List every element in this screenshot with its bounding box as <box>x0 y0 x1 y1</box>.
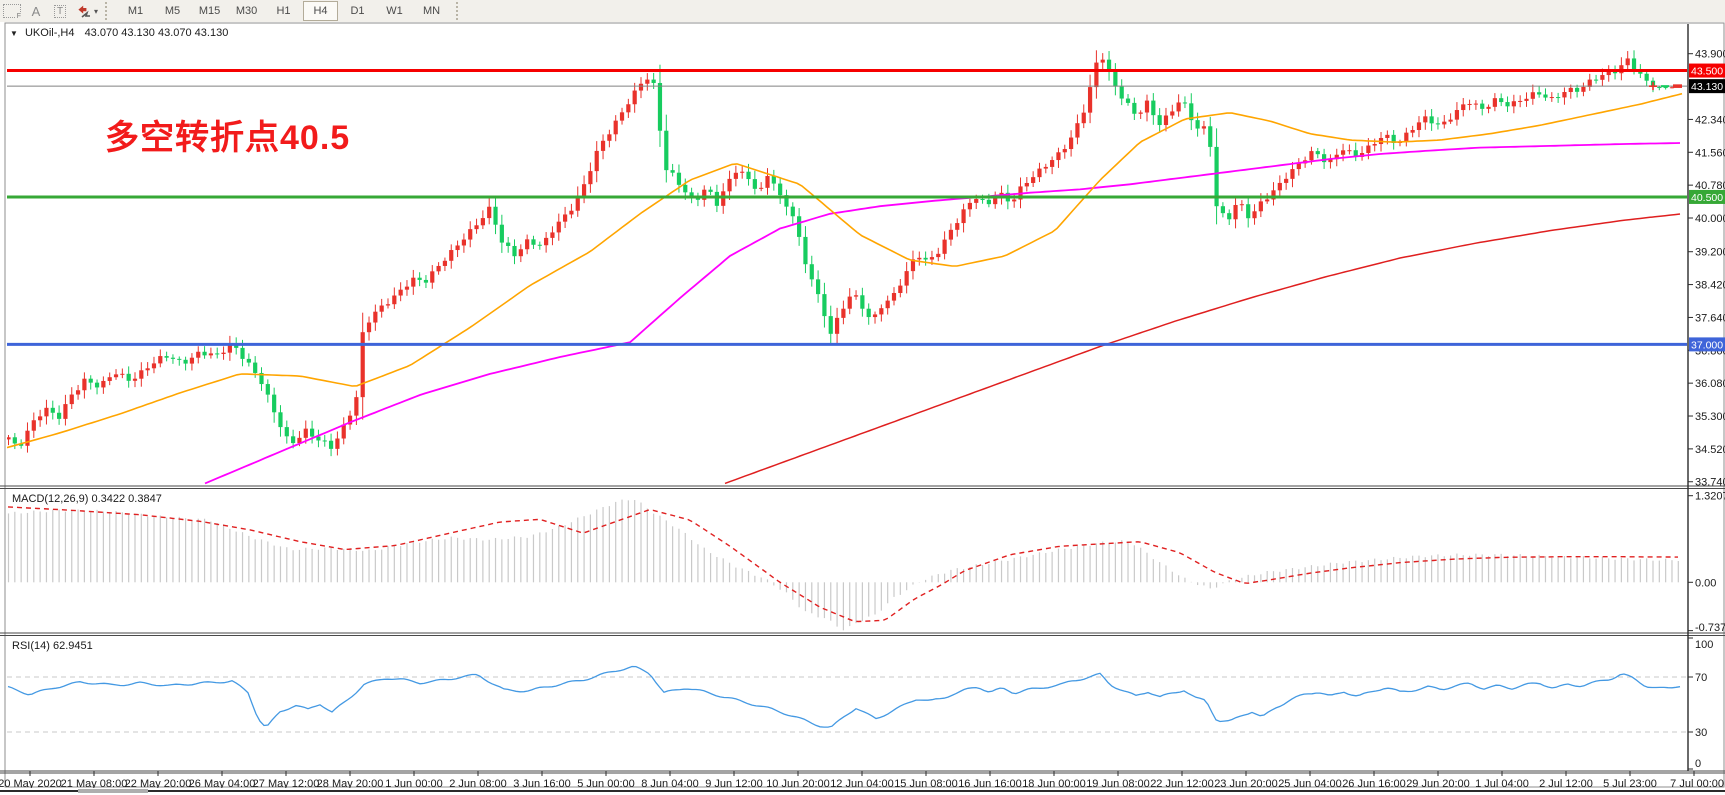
grid-f-icon-label: F <box>15 13 21 20</box>
price-tick-label: 33.740 <box>1695 477 1725 489</box>
tf-button-m30[interactable]: M30 <box>235 5 258 17</box>
price-badge-40.500 <box>1689 189 1725 204</box>
time-axis-label: 26 Jun 16:00 <box>1342 778 1406 788</box>
tf-button-m5[interactable]: M5 <box>164 5 181 17</box>
price-tick-label: 34.520 <box>1695 444 1725 456</box>
time-axis-label: 23 Jun 20:00 <box>1214 778 1278 788</box>
tf-button-m15[interactable]: M15 <box>198 5 221 17</box>
text-t-icon[interactable]: T <box>49 2 71 20</box>
price-tick-label: 39.200 <box>1695 247 1725 259</box>
arrows-glyph <box>78 5 90 18</box>
time-axis-label: 29 Jun 20:00 <box>1406 778 1470 788</box>
time-axis-label: 22 May 20:00 <box>125 778 192 788</box>
macd-tick-label: 0.00 <box>1695 577 1716 589</box>
tf-button-w1[interactable]: W1 <box>386 5 403 17</box>
time-axis-label: 18 Jun 00:00 <box>1022 778 1086 788</box>
price-tick-label: 35.300 <box>1695 411 1725 423</box>
tf-button-m1[interactable]: M1 <box>127 5 144 17</box>
time-axis-label: 15 Jun 08:00 <box>894 778 958 788</box>
ma-mid-magenta <box>204 142 1681 485</box>
time-axis-label: 7 Jul 00:00 <box>1670 778 1724 788</box>
price-tick-label: 40.780 <box>1695 180 1725 192</box>
price-tick-label: 37.640 <box>1695 312 1725 324</box>
tf-button-h1[interactable]: H1 <box>276 5 291 17</box>
time-axis-label: 22 Jun 12:00 <box>1150 778 1214 788</box>
time-axis-label: 25 Jun 04:00 <box>1278 778 1342 788</box>
ohlc-values: 43.070 43.130 43.070 43.130 <box>84 27 229 39</box>
time-axis-label: 21 May 08:00 <box>61 778 128 788</box>
price-badge-43.130 <box>1689 79 1725 94</box>
time-axis-label: 10 Jun 20:00 <box>766 778 830 788</box>
macd-histogram <box>7 499 1679 631</box>
time-axis-label: 5 Jul 23:00 <box>1603 778 1657 788</box>
macd-signal-line <box>7 506 1679 623</box>
price-badge-text: 37.000 <box>1691 339 1723 351</box>
toolbar-separator <box>456 2 464 20</box>
tf-button-d1[interactable]: D1 <box>350 5 365 17</box>
rsi-label: RSI(14) 62.9451 <box>12 640 93 652</box>
time-axis-label: 2 Jul 12:00 <box>1539 778 1593 788</box>
rsi-tick-label: 70 <box>1695 672 1707 684</box>
chevron-down-icon[interactable]: ▼ <box>10 29 18 38</box>
text-t-icon-label: T <box>53 4 67 18</box>
time-axis-label: 5 Jun 00:00 <box>577 778 635 788</box>
time-axis-label: 2 Jun 08:00 <box>449 778 507 788</box>
time-axis-label: 19 Jun 08:00 <box>1086 778 1150 788</box>
crosshair-arrows-icon[interactable]: ▾ <box>76 2 98 20</box>
time-axis-label: 9 Jun 12:00 <box>705 778 763 788</box>
rsi-tick-label: 100 <box>1695 639 1713 651</box>
chart-window: ▼ UKOil-,H4 43.070 43.130 43.070 43.130 … <box>0 22 1725 788</box>
time-axis-label: 12 Jun 04:00 <box>830 778 894 788</box>
time-axis-label: 3 Jun 16:00 <box>513 778 571 788</box>
tf-button-h4[interactable]: H4 <box>303 1 339 21</box>
price-tick-label: 38.420 <box>1695 280 1725 292</box>
last-price-marker <box>1673 84 1682 88</box>
font-a-icon[interactable]: A <box>31 3 41 19</box>
symbol-label: UKOil-,H4 <box>24 27 75 39</box>
grid-f-icon[interactable]: F <box>1 2 23 20</box>
price-tick-label: 40.000 <box>1695 213 1725 225</box>
pivot-annotation: 多空转折点40.5 <box>105 119 351 157</box>
toolbar-separator <box>105 2 113 20</box>
price-badge-37.000 <box>1689 337 1725 352</box>
price-badge-text: 40.500 <box>1691 192 1723 204</box>
price-tick-label: 41.560 <box>1695 147 1725 159</box>
price-badge-43.500 <box>1689 63 1725 78</box>
macd-label: MACD(12,26,9) 0.3422 0.3847 <box>12 493 162 505</box>
macd-tick-label: -0.7372 <box>1695 622 1725 634</box>
scrollbar-track[interactable] <box>0 790 1725 792</box>
price-badge-text: 43.130 <box>1691 81 1723 93</box>
ask-plus-marker <box>1649 82 1657 91</box>
macd-tick-label: 1.3207 <box>1695 491 1725 503</box>
top-toolbar: F A T ▾ M1 M5 M15 M30 H1 H4 D1 W1 MN <box>0 0 1725 23</box>
price-badge-text: 43.500 <box>1691 66 1723 78</box>
price-tick-label: 43.900 <box>1695 49 1725 61</box>
ma-fast-orange <box>7 92 1683 449</box>
symbol-ohlc-readout[interactable]: ▼ UKOil-,H4 43.070 43.130 43.070 43.130 <box>10 27 228 39</box>
time-axis-label: 1 Jul 04:00 <box>1475 778 1529 788</box>
time-axis-label: 8 Jun 04:00 <box>641 778 699 788</box>
dropdown-caret-icon[interactable]: ▾ <box>94 6 99 16</box>
scrollbar-thumb[interactable] <box>78 789 148 793</box>
time-axis-label: 1 Jun 00:00 <box>385 778 443 788</box>
time-axis-label: 28 May 20:00 <box>317 778 384 788</box>
time-axis-label: 16 Jun 16:00 <box>958 778 1022 788</box>
time-axis-label: 27 May 12:00 <box>253 778 320 788</box>
time-axis-label: 20 May 2020 <box>0 778 62 788</box>
price-tick-label: 36.080 <box>1695 378 1725 390</box>
horizontal-scrollbar[interactable] <box>0 788 1725 795</box>
rsi-tick-label: 0 <box>1695 758 1701 770</box>
rsi-line <box>7 665 1681 728</box>
ma-slow-red <box>724 213 1681 485</box>
time-axis-label: 26 May 04:00 <box>189 778 256 788</box>
price-tick-label: 42.340 <box>1695 114 1725 126</box>
rsi-tick-label: 30 <box>1695 727 1707 739</box>
chart-canvas[interactable]: MACD(12,26,9) 0.3422 0.3847 RSI(14) 62.94… <box>0 22 1725 788</box>
tf-button-mn[interactable]: MN <box>422 5 441 17</box>
